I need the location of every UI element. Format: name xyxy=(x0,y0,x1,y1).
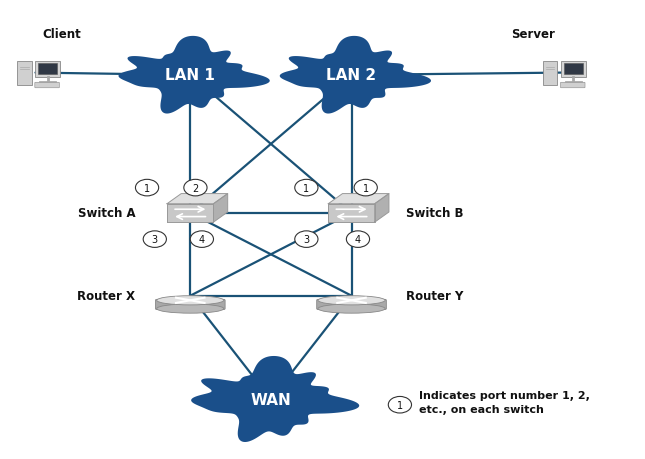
Text: Client: Client xyxy=(42,28,81,41)
FancyBboxPatch shape xyxy=(317,300,386,310)
Text: 1: 1 xyxy=(144,183,150,193)
FancyBboxPatch shape xyxy=(35,83,59,89)
Text: Server: Server xyxy=(511,28,555,41)
Ellipse shape xyxy=(318,296,385,305)
FancyBboxPatch shape xyxy=(564,64,583,75)
Circle shape xyxy=(295,231,318,248)
Circle shape xyxy=(135,180,159,196)
FancyBboxPatch shape xyxy=(35,62,60,78)
FancyBboxPatch shape xyxy=(561,83,585,89)
Ellipse shape xyxy=(157,304,224,313)
Circle shape xyxy=(184,180,207,196)
Circle shape xyxy=(388,397,412,413)
Text: 1: 1 xyxy=(303,183,310,193)
Polygon shape xyxy=(213,194,228,223)
Text: 3: 3 xyxy=(152,235,158,245)
Circle shape xyxy=(295,180,318,196)
Circle shape xyxy=(143,231,166,248)
Polygon shape xyxy=(167,194,228,204)
Text: Router X: Router X xyxy=(77,290,135,302)
FancyBboxPatch shape xyxy=(543,62,557,85)
Polygon shape xyxy=(375,194,389,223)
Text: WAN: WAN xyxy=(250,392,292,407)
Circle shape xyxy=(354,180,377,196)
Text: 2: 2 xyxy=(192,183,199,193)
FancyBboxPatch shape xyxy=(38,64,57,75)
Circle shape xyxy=(346,231,370,248)
Text: LAN 2: LAN 2 xyxy=(326,68,377,83)
Ellipse shape xyxy=(318,304,385,313)
Text: 4: 4 xyxy=(355,235,361,245)
Text: Switch B: Switch B xyxy=(406,207,464,220)
Polygon shape xyxy=(280,37,431,114)
Polygon shape xyxy=(167,204,213,223)
Polygon shape xyxy=(119,37,270,114)
Text: 4: 4 xyxy=(199,235,205,245)
FancyBboxPatch shape xyxy=(17,62,32,85)
FancyBboxPatch shape xyxy=(561,62,586,78)
Text: Router Y: Router Y xyxy=(406,290,464,302)
Text: Switch A: Switch A xyxy=(78,207,135,220)
Polygon shape xyxy=(328,194,389,204)
Circle shape xyxy=(190,231,213,248)
FancyBboxPatch shape xyxy=(155,300,225,310)
Text: 1: 1 xyxy=(362,183,369,193)
Text: Indicates port number 1, 2,
etc., on each switch: Indicates port number 1, 2, etc., on eac… xyxy=(419,391,590,414)
Ellipse shape xyxy=(157,296,224,305)
Polygon shape xyxy=(191,356,359,442)
Text: LAN 1: LAN 1 xyxy=(165,68,215,83)
Text: 1: 1 xyxy=(397,400,403,410)
Polygon shape xyxy=(328,204,375,223)
Text: 3: 3 xyxy=(303,235,310,245)
